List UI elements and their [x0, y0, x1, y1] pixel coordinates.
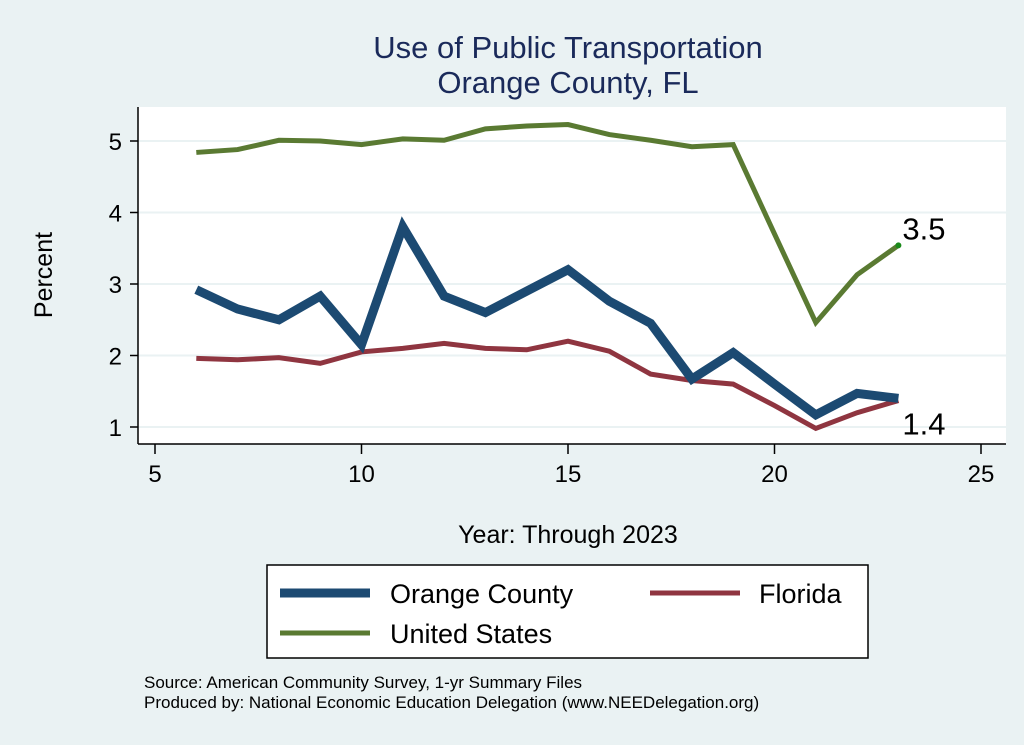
x-tick-label: 5: [148, 461, 161, 488]
x-tick-label: 15: [555, 461, 582, 488]
series-line-united-states: [196, 122, 900, 328]
annotations: 3.5 1.4: [895, 211, 946, 441]
x-tick-label: 20: [761, 461, 788, 488]
legend-label-florida: Florida: [759, 579, 843, 609]
end-label-united-states: 3.5: [902, 211, 945, 246]
legend-box: [266, 564, 869, 659]
axes: [137, 107, 1006, 445]
legend-label-united-states: United States: [390, 619, 552, 649]
series-line-florida: [196, 338, 900, 432]
x-axis-label: Year: Through 2023: [458, 521, 678, 549]
x-tick-label: 10: [348, 461, 375, 488]
endpoint-marker-united-states: [895, 242, 902, 249]
y-tick-label: 3: [109, 272, 122, 299]
gridlines: [138, 140, 1006, 428]
legend-label-orange-county: Orange County: [390, 579, 574, 609]
y-ticks: 1 2 3 4 5: [109, 129, 138, 442]
y-tick-label: 1: [109, 415, 122, 442]
series-line-orange-county: [194, 216, 899, 421]
producer-note: Produced by: National Economic Education…: [144, 693, 759, 712]
end-label-orange-county: 1.4: [902, 406, 945, 441]
y-tick-label: 4: [109, 201, 122, 228]
y-tick-label: 5: [109, 129, 122, 156]
y-axis-label: Percent: [30, 232, 58, 318]
chart-title: Use of Public Transportation: [373, 30, 762, 65]
x-tick-label: 25: [968, 461, 995, 488]
series-lines: [194, 122, 900, 432]
source-note: Source: American Community Survey, 1-yr …: [144, 673, 582, 692]
chart-subtitle: Orange County, FL: [437, 65, 698, 100]
x-ticks: 5 10 15 20 25: [148, 444, 994, 488]
legend: Orange County Florida United States: [266, 564, 869, 659]
y-tick-label: 2: [109, 344, 122, 371]
